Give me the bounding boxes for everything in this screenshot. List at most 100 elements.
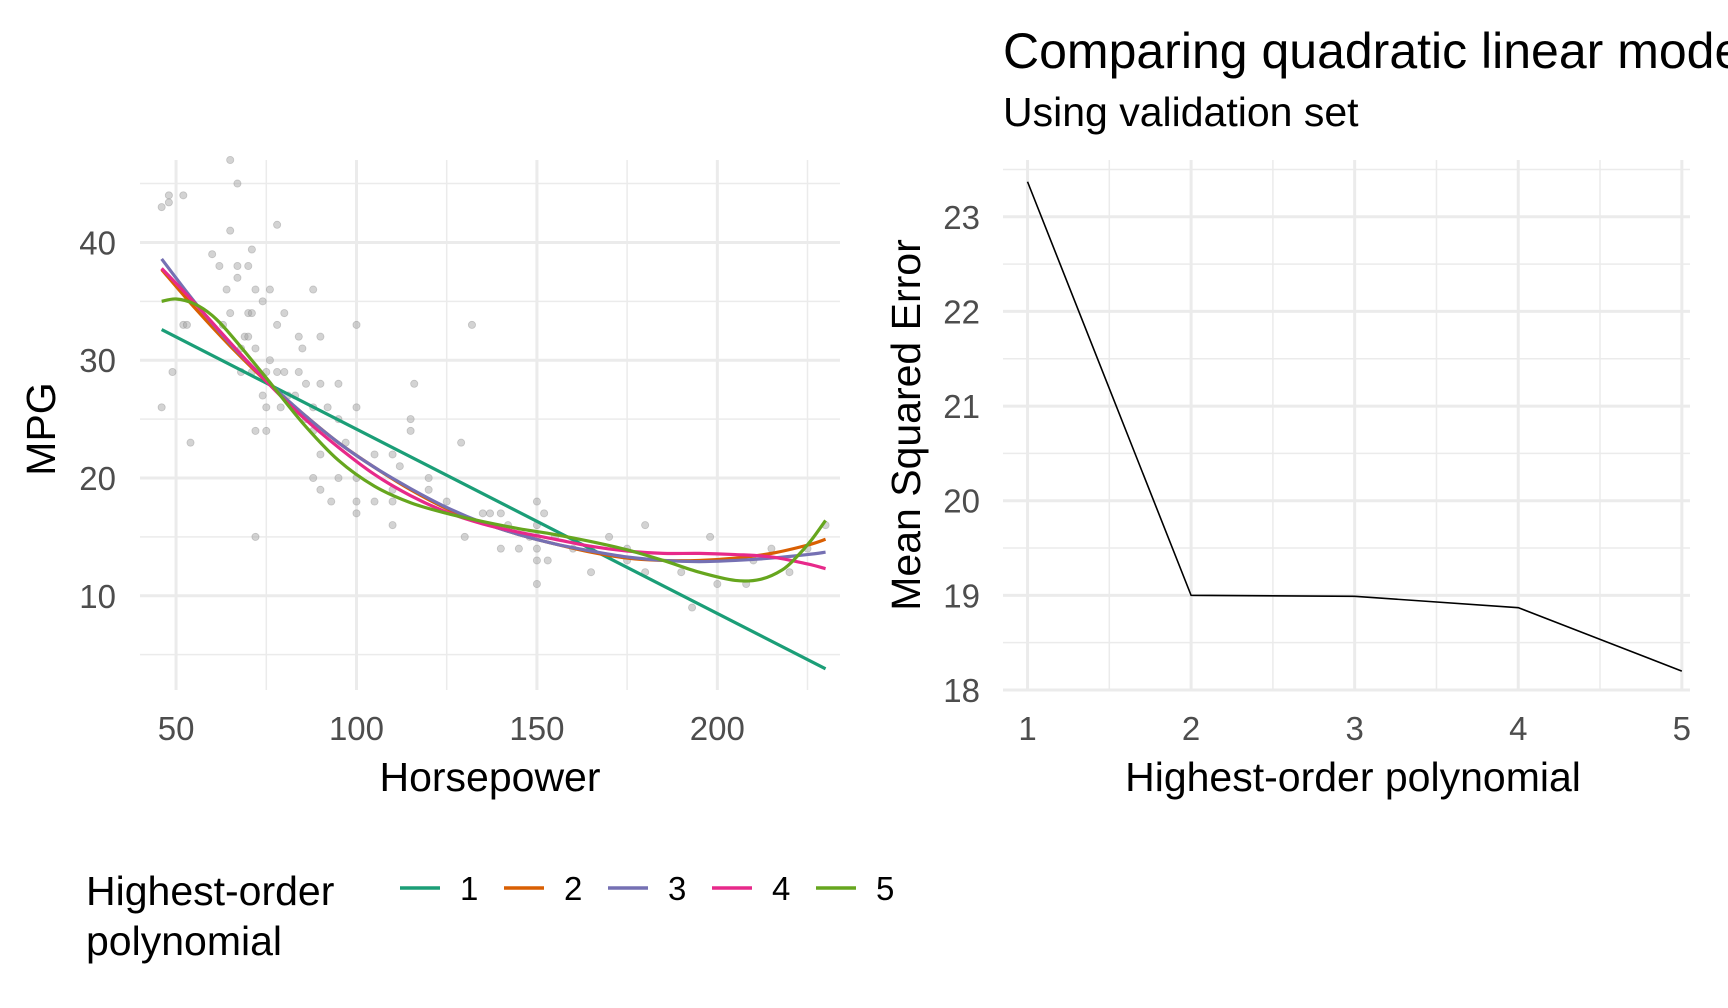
data-point bbox=[262, 403, 271, 412]
fit-line-degree-4 bbox=[160, 267, 826, 571]
mse-chart-title: Comparing quadratic linear models bbox=[1003, 23, 1728, 79]
data-point bbox=[478, 509, 487, 518]
data-point bbox=[265, 285, 274, 294]
data-point bbox=[514, 544, 523, 553]
legend-items: 1 2 3 4 5 bbox=[400, 870, 894, 907]
data-point bbox=[309, 473, 318, 482]
data-point bbox=[688, 603, 697, 612]
data-point bbox=[280, 309, 289, 318]
data-point bbox=[280, 367, 289, 376]
data-point bbox=[247, 309, 256, 318]
legend: Highest-order polynomial 1 2 3 4 5 bbox=[86, 868, 894, 964]
data-point bbox=[424, 485, 433, 494]
data-point bbox=[543, 556, 552, 565]
legend-label-3: 3 bbox=[668, 870, 686, 907]
data-point bbox=[301, 379, 310, 388]
data-point bbox=[532, 544, 541, 553]
hp-mpg-points bbox=[157, 155, 830, 612]
legend-label-5: 5 bbox=[876, 870, 894, 907]
data-point bbox=[352, 403, 361, 412]
mse-chart-subtitle: Using validation set bbox=[1003, 89, 1359, 135]
data-point bbox=[388, 497, 397, 506]
data-point bbox=[226, 226, 235, 235]
data-point bbox=[164, 191, 173, 200]
data-point bbox=[247, 245, 256, 254]
y-tick-label: 23 bbox=[943, 199, 980, 236]
data-point bbox=[226, 155, 235, 164]
x-tick-label: 100 bbox=[329, 710, 384, 747]
data-point bbox=[460, 532, 469, 541]
hp-mpg-y-tick-labels: 10 20 30 40 bbox=[79, 224, 116, 614]
data-point bbox=[457, 438, 466, 447]
y-tick-label: 21 bbox=[943, 388, 980, 425]
hp-mpg-panel: 50 100 150 200 10 20 30 40 Horsepower MPG bbox=[18, 155, 840, 800]
data-point bbox=[706, 532, 715, 541]
data-point bbox=[767, 544, 776, 553]
data-point bbox=[532, 580, 541, 589]
fit-line-degree-5 bbox=[161, 297, 827, 583]
data-point bbox=[233, 179, 242, 188]
mse-x-tick-labels: 1 2 3 4 5 bbox=[1018, 710, 1691, 747]
data-point bbox=[298, 344, 307, 353]
data-point bbox=[233, 261, 242, 270]
data-point bbox=[605, 532, 614, 541]
mse-y-tick-labels: 18 19 20 21 22 23 bbox=[943, 199, 980, 709]
y-tick-label: 18 bbox=[943, 672, 980, 709]
data-point bbox=[410, 379, 419, 388]
data-point bbox=[532, 556, 541, 565]
data-point bbox=[240, 332, 249, 341]
data-point bbox=[244, 332, 253, 341]
y-tick-label: 30 bbox=[79, 342, 116, 379]
data-point bbox=[677, 568, 686, 577]
data-point bbox=[316, 332, 325, 341]
data-point bbox=[388, 521, 397, 530]
mse-line bbox=[1026, 181, 1683, 672]
data-point bbox=[208, 250, 217, 259]
data-point bbox=[334, 379, 343, 388]
hp-mpg-fit-lines bbox=[160, 257, 827, 671]
data-point bbox=[251, 426, 260, 435]
fit-line-degree-1 bbox=[160, 328, 827, 671]
data-point bbox=[352, 509, 361, 518]
mse-panel: Comparing quadratic linear models Using … bbox=[883, 23, 1728, 800]
x-tick-label: 1 bbox=[1018, 710, 1036, 747]
data-point bbox=[168, 367, 177, 376]
data-point bbox=[370, 450, 379, 459]
legend-title-line-2: polynomial bbox=[86, 918, 282, 964]
data-point bbox=[641, 521, 650, 530]
data-point bbox=[157, 403, 166, 412]
data-point bbox=[262, 426, 271, 435]
y-tick-label: 20 bbox=[943, 483, 980, 520]
data-point bbox=[226, 309, 235, 318]
data-point bbox=[251, 344, 260, 353]
data-point bbox=[265, 356, 274, 365]
data-point bbox=[395, 462, 404, 471]
data-point bbox=[222, 285, 231, 294]
data-point bbox=[258, 297, 267, 306]
data-point bbox=[164, 198, 173, 207]
hp-mpg-x-axis-label: Horsepower bbox=[379, 754, 600, 800]
y-tick-label: 20 bbox=[79, 460, 116, 497]
data-point bbox=[467, 320, 476, 329]
y-tick-label: 40 bbox=[79, 224, 116, 261]
data-point bbox=[316, 485, 325, 494]
data-point bbox=[323, 403, 332, 412]
x-tick-label: 3 bbox=[1345, 710, 1363, 747]
data-point bbox=[713, 580, 722, 589]
data-point bbox=[273, 367, 282, 376]
data-point bbox=[244, 309, 253, 318]
hp-mpg-y-axis-label: MPG bbox=[18, 382, 64, 475]
fit-line-degree-2 bbox=[160, 268, 827, 563]
data-point bbox=[406, 415, 415, 424]
legend-label-1: 1 bbox=[460, 870, 478, 907]
x-tick-label: 50 bbox=[158, 710, 195, 747]
data-point bbox=[258, 391, 267, 400]
data-point bbox=[496, 544, 505, 553]
data-point bbox=[352, 320, 361, 329]
data-point bbox=[186, 438, 195, 447]
data-point bbox=[496, 509, 505, 518]
data-point bbox=[327, 497, 336, 506]
data-point bbox=[424, 473, 433, 482]
data-point bbox=[352, 497, 361, 506]
